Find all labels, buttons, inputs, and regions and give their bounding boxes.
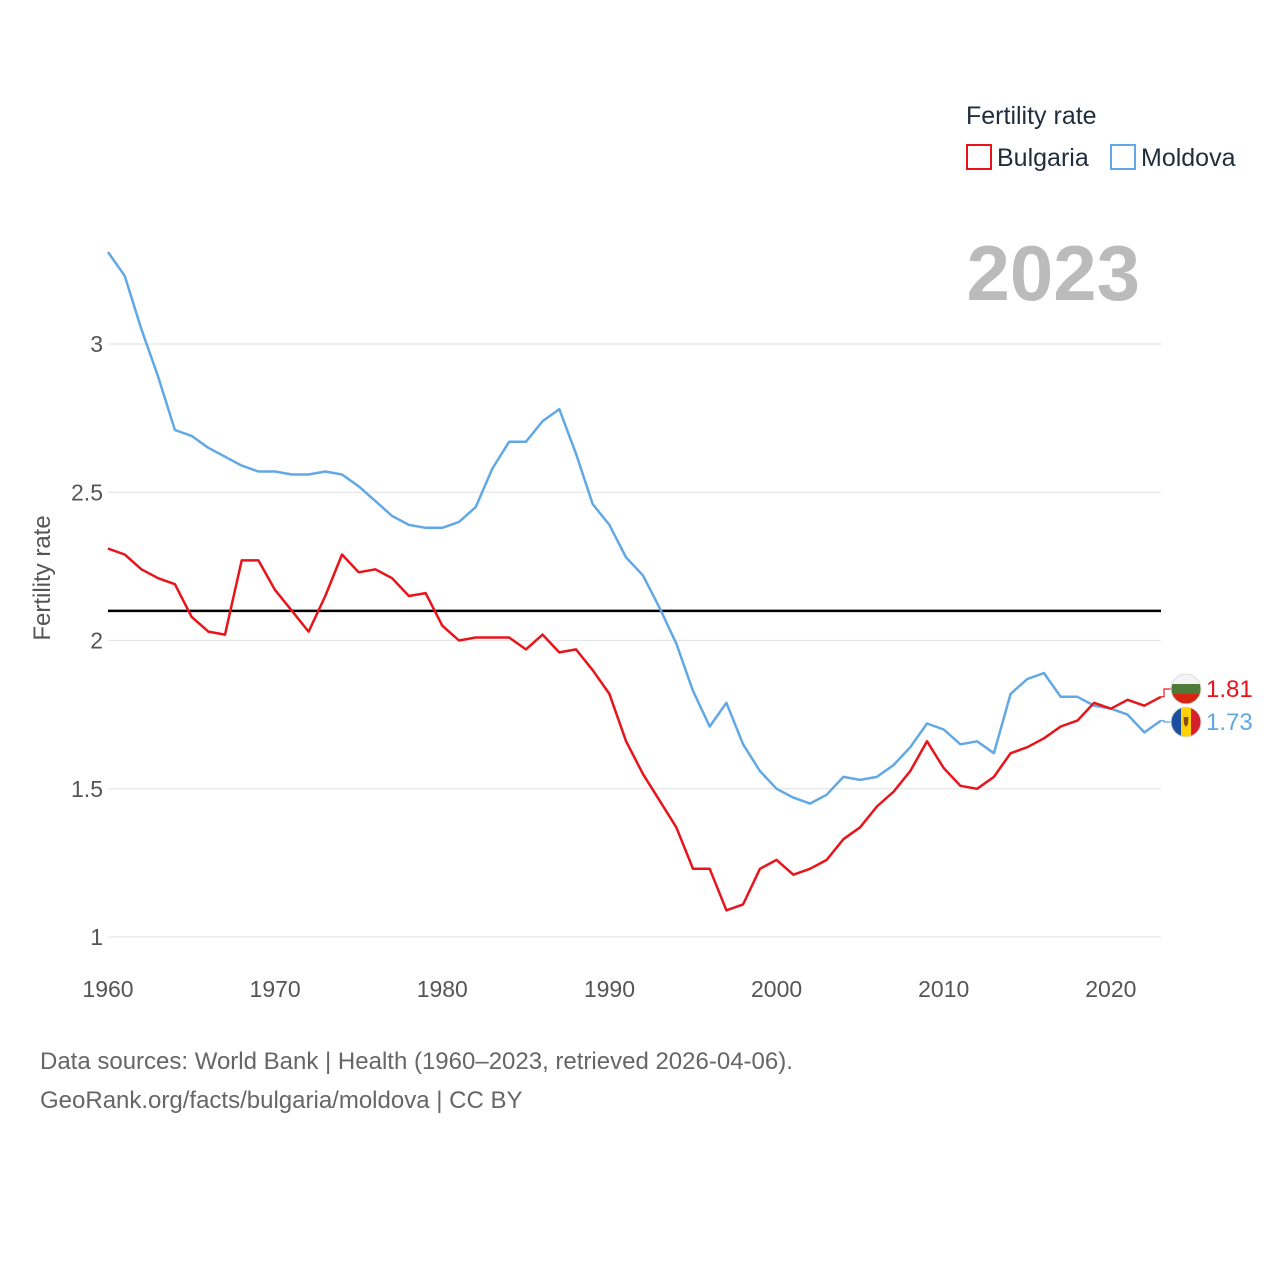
legend: Fertility rate Bulgaria Moldova [966, 102, 1236, 172]
end-connector [1161, 688, 1171, 698]
y-tick-label: 1.5 [71, 776, 103, 802]
y-tick-label: 2.5 [71, 479, 103, 505]
end-labels: 1.81 1.73 [1161, 676, 1253, 736]
y-tick-label: 3 [90, 331, 103, 357]
year-label: 2023 [966, 229, 1140, 317]
x-tick-label: 1990 [584, 976, 635, 1002]
moldova-flag-icon [1171, 707, 1201, 737]
x-tick-label: 2010 [918, 976, 969, 1002]
legend-label-bulgaria[interactable]: Bulgaria [997, 144, 1089, 172]
legend-title: Fertility rate [966, 102, 1097, 130]
y-tick-label: 2 [90, 628, 103, 654]
y-tick-label: 1 [90, 924, 103, 950]
footer: Data sources: World Bank | Health (1960–… [40, 1042, 793, 1120]
legend-swatch-moldova[interactable] [1110, 144, 1136, 170]
footer-source: Data sources: World Bank | Health (1960–… [40, 1048, 793, 1075]
x-axis-ticks: 1960 1970 1980 1990 2000 2010 2020 [82, 976, 1136, 1002]
gridlines [108, 343, 1161, 938]
x-tick-label: 2000 [751, 976, 802, 1002]
end-value-moldova: 1.73 [1206, 709, 1253, 736]
series-line-moldova[interactable] [106, 251, 1162, 805]
end-value-bulgaria: 1.81 [1206, 676, 1253, 703]
legend-label-moldova[interactable]: Moldova [1141, 144, 1236, 172]
footer-link[interactable]: GeoRank.org/facts/bulgaria/moldova | CC … [40, 1087, 523, 1114]
x-tick-label: 1980 [417, 976, 468, 1002]
legend-swatch-bulgaria[interactable] [966, 144, 992, 170]
x-tick-label: 1970 [250, 976, 301, 1002]
series-line-bulgaria[interactable] [107, 547, 1162, 912]
series-layer [106, 251, 1162, 912]
x-tick-label: 2020 [1085, 976, 1136, 1002]
x-tick-label: 1960 [82, 976, 133, 1002]
end-connector [1161, 719, 1171, 723]
y-axis-ticks: 1 1.5 2 2.5 3 [71, 331, 103, 950]
bulgaria-flag-icon [1171, 674, 1201, 704]
y-axis-title: Fertility rate [29, 515, 56, 640]
